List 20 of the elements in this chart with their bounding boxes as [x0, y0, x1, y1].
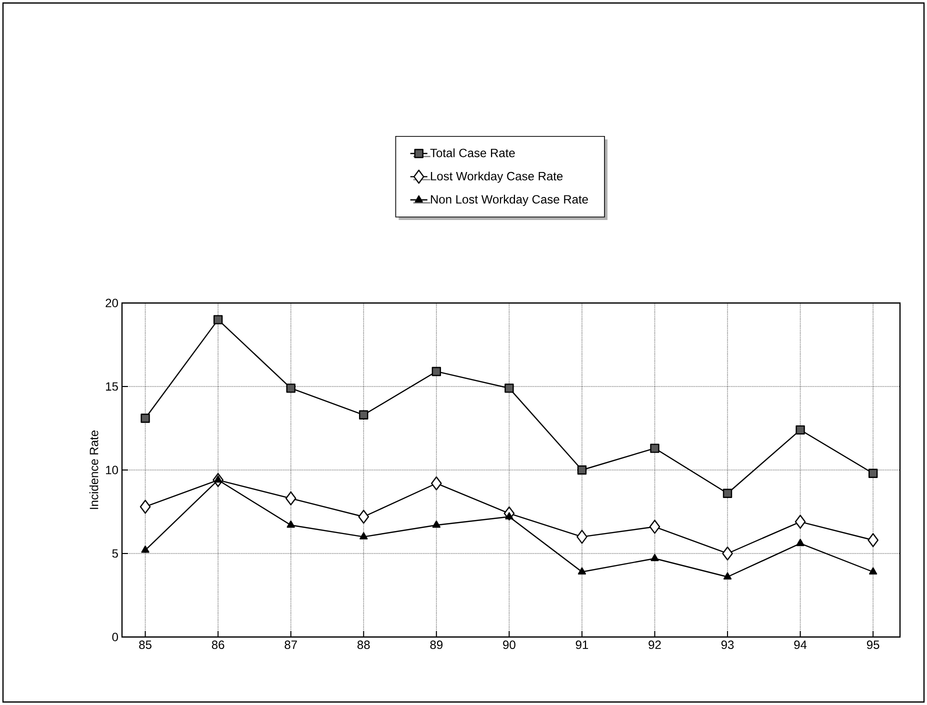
x-tick-label: 95: [866, 640, 880, 650]
legend-label: Non Lost Workday Case Rate: [430, 194, 588, 206]
y-axis-title: Incidence Rate: [89, 430, 98, 509]
x-tick-label: 86: [212, 640, 224, 650]
x-tick-label: 92: [648, 640, 661, 650]
y-tick-label: 10: [106, 466, 118, 474]
y-tick-label: 15: [106, 382, 118, 391]
x-tick-label: 88: [357, 640, 370, 650]
x-tick-label: 85: [139, 640, 152, 650]
x-tick-label: 93: [721, 640, 734, 650]
x-tick-label: 94: [794, 640, 807, 650]
legend-label: Total Case Rate: [430, 148, 515, 158]
y-tick-label: 20: [106, 298, 118, 308]
x-tick-label: 87: [284, 640, 297, 650]
x-tick-label: 89: [430, 640, 443, 650]
legend-label: Lost Workday Case Rate: [430, 172, 563, 183]
y-tick-label: 5: [112, 549, 118, 558]
x-tick-label: 91: [576, 640, 588, 650]
x-tick-label: 90: [503, 640, 516, 650]
y-tick-label: 0: [112, 632, 118, 642]
